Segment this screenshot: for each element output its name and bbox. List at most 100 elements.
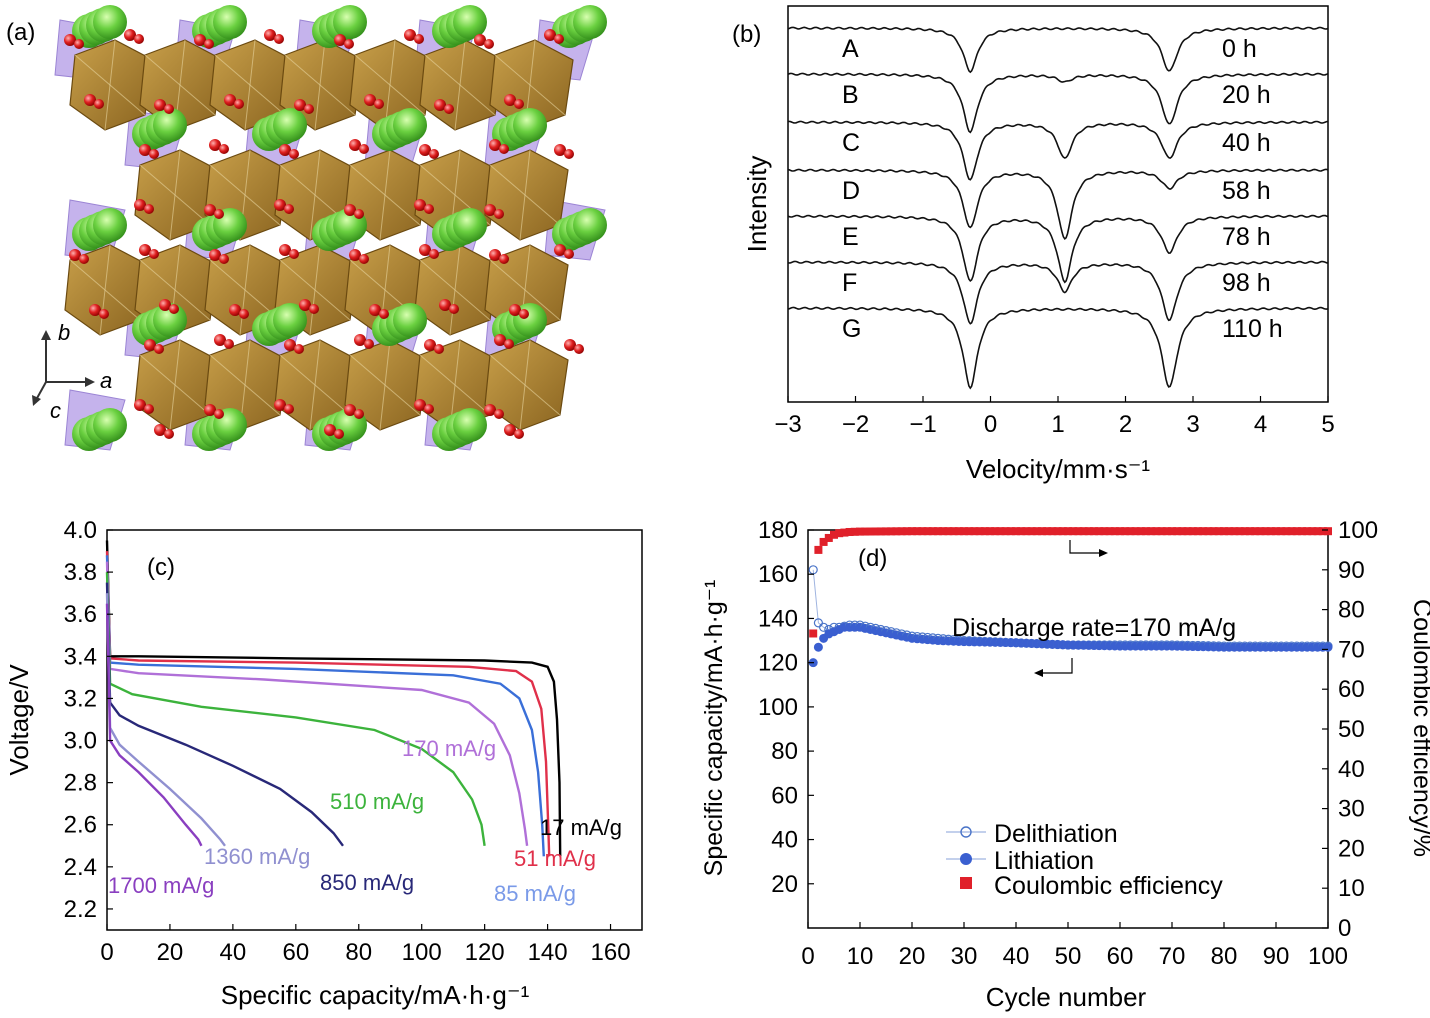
coulombic-efficiency-point: [1048, 527, 1057, 536]
legend-entry: Delithiation: [994, 820, 1118, 848]
coulombic-efficiency-point: [1001, 527, 1010, 536]
oxygen-atom: [374, 99, 384, 109]
spectrum-time-label: 58 h: [1222, 177, 1271, 205]
oxygen-atom: [504, 339, 514, 349]
oxygen-atom: [284, 339, 296, 351]
oxygen-atom: [499, 144, 509, 154]
oxygen-atom: [229, 304, 241, 316]
chart-d-xtick-label: 0: [801, 943, 814, 970]
oxygen-atom: [164, 104, 174, 114]
coulombic-efficiency-point: [861, 527, 870, 536]
oxygen-atom: [509, 304, 521, 316]
oxygen-atom: [544, 29, 556, 41]
coulombic-efficiency-point: [1053, 527, 1062, 536]
lithium-atom: [513, 108, 547, 142]
iron-octahedron: [414, 244, 499, 336]
coulombic-efficiency-point: [1162, 527, 1171, 536]
oxygen-atom: [564, 249, 574, 259]
chart-b-xtick-label: −3: [774, 411, 801, 438]
oxygen-atom: [554, 244, 566, 256]
chart-c-xtick-label: 20: [157, 939, 184, 966]
chart-d-y2tick-label: 50: [1338, 716, 1365, 743]
lithium-atom: [393, 108, 427, 142]
coulombic-efficiency-point: [835, 529, 844, 538]
coulombic-efficiency-point: [1032, 527, 1041, 536]
oxygen-atom: [349, 249, 361, 261]
coulombic-efficiency-point: [1199, 527, 1208, 536]
oxygen-atom: [234, 99, 244, 109]
chart-c-xlabel: Specific capacity/mA·h·g⁻¹: [221, 980, 530, 1010]
curve-rate-label: 1700 mA/g: [108, 873, 214, 898]
oxygen-atom: [209, 139, 221, 151]
oxygen-atom: [364, 339, 374, 349]
oxygen-atom: [504, 424, 516, 436]
oxygen-atom: [424, 204, 434, 214]
oxygen-atom: [99, 309, 109, 319]
coulombic-efficiency-point: [986, 527, 994, 536]
oxygen-atom: [294, 99, 306, 111]
coulombic-efficiency-point: [923, 527, 932, 536]
oxygen-atom: [274, 399, 286, 411]
chart-d-y2tick-label: 40: [1338, 756, 1365, 783]
coulombic-efficiency-point: [1147, 527, 1156, 536]
oxygen-atom: [289, 149, 299, 159]
chart-c-xtick-label: 60: [282, 939, 309, 966]
chart-b-xtick-label: −1: [909, 411, 936, 438]
oxygen-atom: [289, 249, 299, 259]
coulombic-efficiency-point: [1105, 527, 1114, 536]
coulombic-efficiency-point: [1235, 527, 1244, 536]
coulombic-efficiency-point: [1272, 527, 1280, 536]
curve-rate-label: 170 mA/g: [402, 736, 496, 761]
coulombic-efficiency-point: [1246, 527, 1254, 536]
oxygen-atom: [94, 99, 104, 109]
chart-b-xtick-label: −2: [842, 411, 869, 438]
axis-indicator-arrows: [1034, 540, 1108, 677]
oxygen-atom: [334, 34, 346, 46]
lithium-atom: [393, 303, 427, 337]
lithium-atom: [153, 303, 187, 337]
oxygen-atom: [359, 254, 369, 264]
chart-d-xtick-label: 60: [1107, 943, 1134, 970]
oxygen-atom: [139, 144, 151, 156]
coulombic-efficiency-point: [1017, 527, 1026, 536]
chart-d-ytick-label: 40: [771, 827, 798, 854]
coulombic-efficiency-point: [1136, 527, 1145, 536]
oxygen-atom: [124, 29, 136, 41]
coulombic-efficiency-point: [1157, 527, 1166, 536]
oxygen-atom: [299, 299, 311, 311]
oxygen-atom: [574, 344, 584, 354]
oxygen-atom: [84, 94, 96, 106]
coulombic-efficiency-point: [1220, 527, 1228, 536]
coulombic-efficiency-point: [1131, 527, 1140, 536]
chart-c-ylabel: Voltage/V: [4, 664, 34, 776]
coulombic-efficiency-point: [1178, 527, 1187, 536]
coulombic-efficiency-point: [949, 527, 958, 536]
coulombic-efficiency-point: [887, 527, 896, 536]
oxygen-atom: [494, 334, 506, 346]
chart-c-frame: [106, 529, 643, 931]
oxygen-atom: [154, 344, 164, 354]
discharge-curve: [105, 561, 529, 846]
spectrum-curve: [787, 26, 1329, 74]
coulombic-efficiency-point: [918, 527, 927, 536]
oxygen-atom: [209, 249, 221, 261]
coulombic-efficiency-point: [1152, 527, 1161, 536]
spectrum-series-label: G: [842, 315, 861, 343]
coulombic-efficiency-point: [1240, 527, 1249, 536]
oxygen-atom: [294, 344, 304, 354]
chart-d-y2tick-label: 90: [1338, 557, 1365, 584]
crystal-structure-panel: (a) b a c: [6, 5, 607, 451]
coulombic-efficiency-point: [1058, 527, 1067, 536]
oxygen-atom: [414, 199, 426, 211]
oxygen-atom: [169, 304, 179, 314]
oxygen-atom: [144, 404, 154, 414]
coulombic-efficiency-point: [809, 629, 818, 638]
chart-d-xtick-label: 40: [1003, 943, 1030, 970]
legend-marker-lithiation: [960, 853, 972, 865]
coulombic-efficiency-point: [960, 527, 968, 536]
chart-d-xtick-label: 30: [951, 943, 978, 970]
coulombic-efficiency-point: [845, 527, 854, 536]
lithium-atom: [333, 5, 367, 39]
coulombic-efficiency-point: [1142, 527, 1150, 536]
